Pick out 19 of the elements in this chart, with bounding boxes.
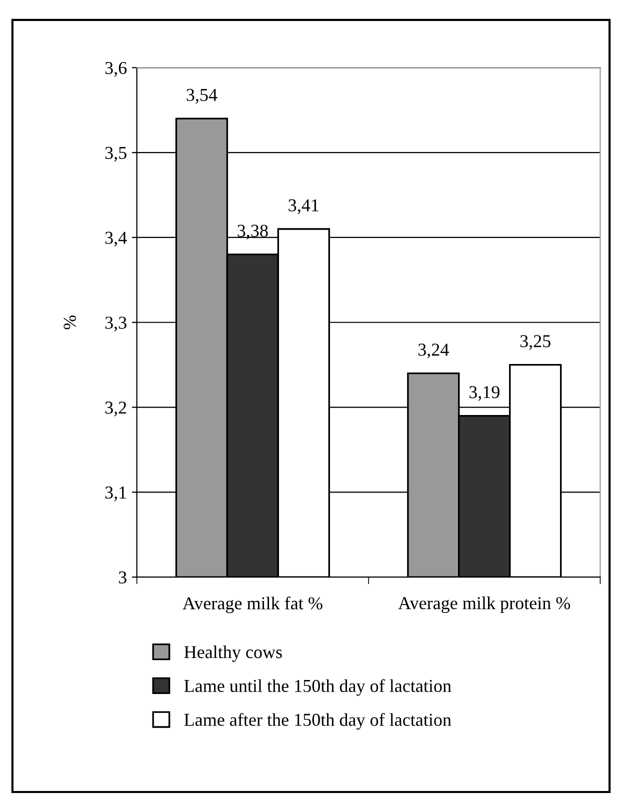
x-tick-label: Average milk protein % bbox=[398, 596, 570, 613]
y-tick-label: 3,4 bbox=[105, 232, 127, 247]
legend-label: Lame after the 150th day of lactation bbox=[184, 713, 452, 730]
legend-label: Lame until the 150th day of lactation bbox=[184, 679, 452, 696]
y-tick-label: 3,3 bbox=[105, 316, 126, 332]
y-axis-title: % bbox=[64, 315, 76, 330]
legend-label: Healthy cows bbox=[184, 645, 282, 662]
y-tick-label: 3 bbox=[118, 571, 126, 584]
data-label: 3,54 bbox=[186, 88, 218, 104]
y-tick-label: 3,2 bbox=[105, 402, 126, 416]
x-tick-label: Average milk fat % bbox=[182, 596, 322, 614]
data-label: 3,24 bbox=[418, 344, 449, 358]
data-label: 3,41 bbox=[288, 199, 318, 214]
data-label: 3,38 bbox=[238, 224, 268, 240]
y-tick-label: 3,1 bbox=[105, 486, 126, 502]
data-label: 3,25 bbox=[520, 335, 550, 350]
data-label: 3,19 bbox=[469, 386, 500, 401]
y-tick-label: 3,5 bbox=[105, 146, 126, 162]
y-tick-label: 3,6 bbox=[105, 62, 127, 77]
